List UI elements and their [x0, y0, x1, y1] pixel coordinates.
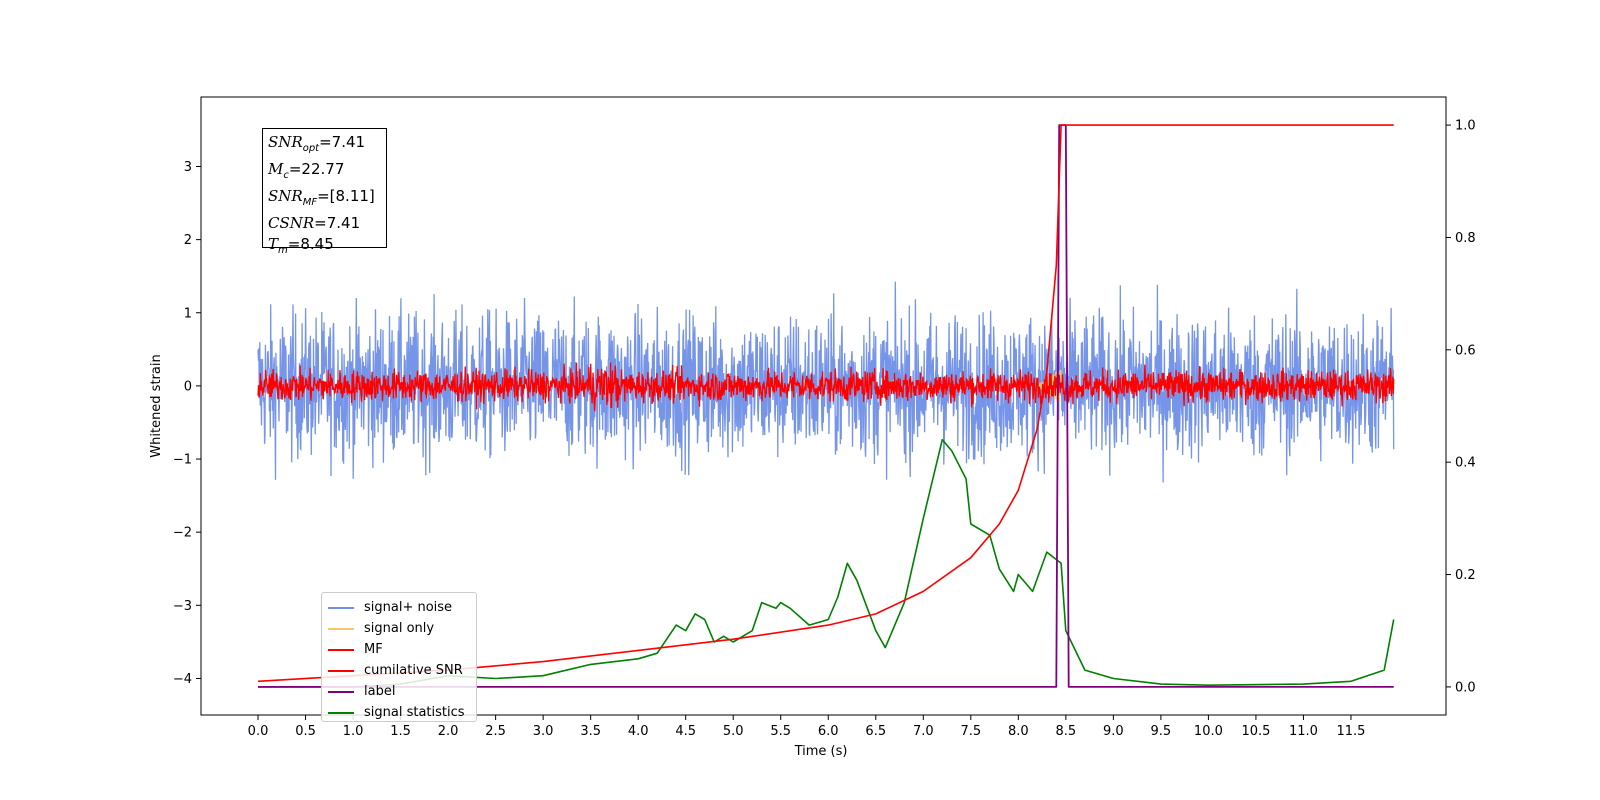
x-tick-label: 5.5	[770, 724, 791, 739]
y-tick-label-right: 0.8	[1455, 231, 1476, 246]
plot-area	[200, 96, 1447, 716]
legend-item-signal-only: signal only	[328, 618, 470, 639]
legend-item-mf: MF	[328, 639, 470, 660]
legend-label: MF	[364, 642, 383, 657]
x-tick-label: 8.5	[1056, 724, 1077, 739]
series-mf	[257, 362, 1395, 412]
x-tick-label: 10.0	[1194, 724, 1223, 739]
annotation-box: SNRopt=7.41 Mc=22.77 SNRMF=[8.11] CSNR=7…	[262, 128, 387, 256]
legend-swatch	[328, 669, 354, 672]
legend-swatch	[328, 648, 354, 651]
x-tick-label: 1.0	[343, 724, 364, 739]
x-tick-label: 10.5	[1241, 724, 1270, 739]
annotation-csnr: CSNR=7.41	[268, 214, 361, 232]
x-tick-label: 4.5	[675, 724, 696, 739]
y-tick-label-left: 3	[184, 160, 192, 175]
legend-item-signal-statistics: signal statistics	[328, 702, 470, 723]
x-tick-label: 3.0	[533, 724, 554, 739]
y-tick-label-left: 0	[184, 379, 192, 394]
y-tick-label-left: −4	[173, 672, 192, 687]
plot-frame	[200, 96, 1447, 716]
legend-item-cumulative-snr: cumilative SNR	[328, 660, 470, 681]
x-axis-label: Time (s)	[794, 744, 848, 759]
annotation-snr-mf-value: =[8.11]	[317, 187, 375, 205]
annotation-mc: Mc=22.77	[268, 160, 345, 181]
legend-swatch	[328, 627, 354, 630]
annotation-snr-opt: SNRopt=7.41	[268, 133, 366, 154]
x-tick-label: 6.0	[818, 724, 839, 739]
annotation-mc-value: =22.77	[288, 160, 345, 178]
legend-label: cumilative SNR	[364, 663, 463, 678]
x-tick-label: 7.5	[960, 724, 981, 739]
y-axis-right: 1.0 0.8 0.6 0.4 0.2 0.0	[1446, 119, 1476, 695]
y-tick-label-right: 0.6	[1455, 343, 1476, 358]
x-axis: 0.0 0.5 1.0 1.5 2.0 2.5 3.0 3.5 4.0 4.5 5.0 5.5 6.0 6…	[248, 715, 1365, 739]
x-tick-label: 11.5	[1336, 724, 1365, 739]
y-tick-label-right: 1.0	[1455, 119, 1476, 134]
y-tick-label-left: −1	[173, 453, 192, 468]
y-tick-label-right: 0.0	[1455, 680, 1476, 695]
y-tick-label-left: −2	[173, 526, 192, 541]
x-tick-label: 6.5	[865, 724, 886, 739]
y-axis-label-left: Whitened strain	[149, 354, 164, 457]
x-tick-label: 0.0	[248, 724, 269, 739]
x-tick-label: 1.5	[390, 724, 411, 739]
legend-label: label	[364, 684, 396, 699]
x-tick-label: 5.0	[723, 724, 744, 739]
x-tick-label: 4.0	[628, 724, 649, 739]
x-tick-label: 3.5	[580, 724, 601, 739]
legend-swatch	[328, 606, 354, 609]
annotation-tm: Tm=8.45	[268, 235, 334, 256]
x-tick-label: 11.0	[1289, 724, 1318, 739]
y-tick-label-right: 0.2	[1455, 568, 1476, 583]
annotation-tm-value: =8.45	[287, 235, 334, 253]
x-tick-label: 9.5	[1151, 724, 1172, 739]
series-signal-statistics	[258, 438, 1395, 688]
series-cumulative-snr	[257, 124, 1394, 683]
series-signal-plus-noise	[257, 281, 1395, 483]
x-tick-label: 9.0	[1103, 724, 1124, 739]
x-tick-label: 2.5	[485, 724, 506, 739]
legend: signal+ noise signal only MF cumilative …	[321, 592, 477, 722]
y-tick-label-left: 2	[184, 233, 192, 248]
series-layer	[257, 124, 1395, 688]
x-tick-label: 2.0	[438, 724, 459, 739]
legend-label: signal only	[364, 621, 435, 636]
legend-swatch	[328, 690, 354, 693]
legend-label: signal statistics	[364, 705, 465, 720]
y-tick-label-left: −3	[173, 599, 192, 614]
x-tick-label: 8.0	[1008, 724, 1029, 739]
annotation-csnr-value: =7.41	[314, 214, 361, 232]
annotation-snr-mf: SNRMF=[8.11]	[268, 187, 375, 208]
legend-label: signal+ noise	[364, 600, 453, 615]
x-tick-label: 0.5	[295, 724, 316, 739]
y-axis-left: 3 2 1 0 −1 −2 −3 −4	[173, 160, 201, 687]
annotation-snr-opt-value: =7.41	[319, 133, 366, 151]
legend-item-label: label	[328, 681, 470, 702]
legend-item-signal-plus-noise: signal+ noise	[328, 597, 470, 618]
y-tick-label-right: 0.4	[1455, 456, 1476, 471]
x-tick-label: 7.0	[913, 724, 934, 739]
y-tick-label-left: 1	[184, 306, 192, 321]
legend-swatch	[328, 711, 354, 714]
